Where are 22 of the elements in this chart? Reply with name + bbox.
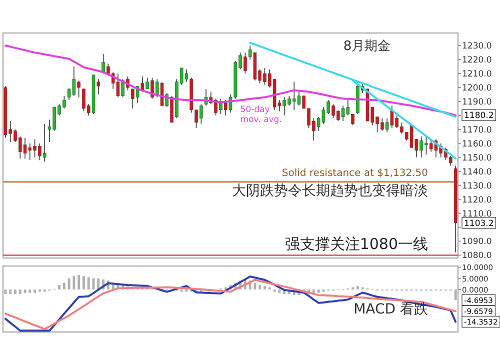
y-tick-label: 1080.0 [462, 251, 492, 262]
y-tick-label: 1130.0 [462, 181, 492, 192]
y-tick-label: 1090.0 [462, 237, 492, 248]
y-tick-label: 1110.0 [462, 209, 492, 220]
ref-line-label: Solid resistance at $1,132.50 [282, 168, 428, 179]
annotation: MACD 看跌 [354, 302, 428, 318]
y-tick-label: 1140.0 [462, 167, 492, 178]
y-tick-label: 1170.0 [462, 125, 492, 136]
text: 1180.2 [464, 111, 494, 122]
ref-line-label: 强支撑关注1080一线 [284, 235, 428, 254]
y-tick-label: 1190.0 [462, 97, 492, 108]
y-tick-label: 1200.0 [462, 84, 492, 94]
text: 1103.2 [464, 218, 494, 229]
y-tick-label: 1210.0 [462, 70, 492, 80]
series-label: 50-day mov. avg. [240, 105, 282, 126]
text: 8月期金 [343, 39, 391, 54]
y-tick-label: 1120.0 [462, 195, 492, 206]
y-tick-label: 1150.0 [462, 153, 492, 164]
y-tick-label: 1230.0 [462, 42, 492, 52]
annotation: 大阴跌势令长期趋势也变得暗淡 [232, 183, 428, 199]
y-tick-label: 1160.0 [462, 139, 492, 150]
y-tick-label: 1220.0 [462, 56, 492, 66]
